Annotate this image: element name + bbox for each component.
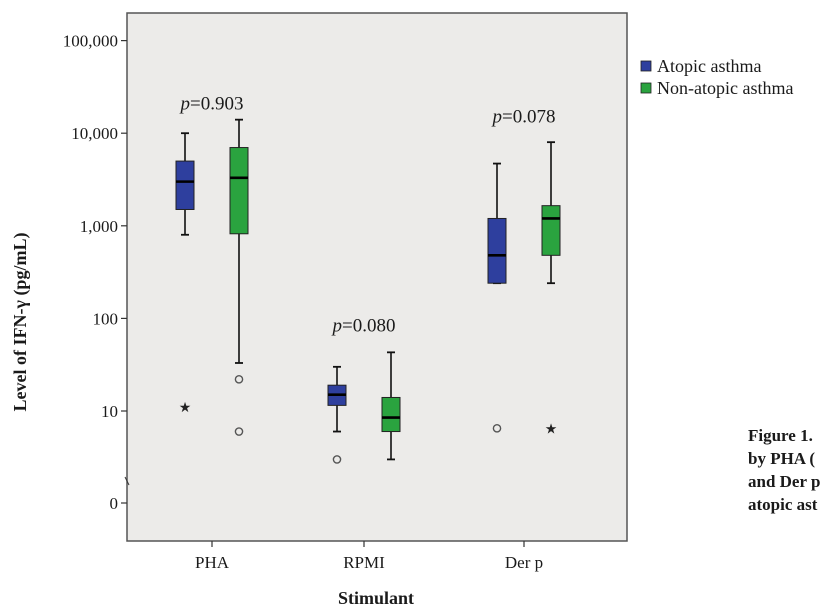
- x-axis-label: Stimulant: [338, 588, 414, 608]
- box-atopic-asthma-der-p: [487, 162, 507, 433]
- iqr-box: [229, 147, 249, 235]
- caption-line: and Der p: [748, 472, 821, 491]
- p-value-label: p=0.903: [179, 94, 244, 115]
- legend-label: Non-atopic asthma: [657, 78, 793, 98]
- legend-label: Atopic asthma: [657, 56, 761, 76]
- box-non-atopic-asthma-pha: [229, 118, 249, 436]
- iqr-box: [175, 160, 195, 210]
- y-tick-label: 10: [101, 402, 118, 421]
- x-tick-label: PHA: [195, 553, 230, 572]
- x-tick-label: RPMI: [343, 553, 385, 572]
- box-atopic-asthma-rpmi: [327, 365, 347, 464]
- legend-swatch: [640, 60, 652, 72]
- y-tick-label: 0: [110, 494, 119, 513]
- legend-swatch: [640, 82, 652, 94]
- box-non-atopic-asthma-der-p: ★: [541, 141, 561, 437]
- boxes: ★★: [175, 118, 561, 464]
- p-value-label: p=0.080: [331, 316, 396, 337]
- axis-break-mark: [124, 476, 130, 486]
- iqr-box: [487, 217, 507, 284]
- y-tick-label: 100,000: [63, 32, 118, 51]
- outlier-circle: [234, 374, 244, 384]
- y-axis: 0 10 100 1,000 10,000 100,000: [63, 32, 130, 513]
- box-atopic-asthma-pha: ★: [175, 132, 195, 416]
- caption-line: atopic ast: [748, 495, 818, 514]
- x-tick-label: Der p: [505, 553, 543, 572]
- x-axis: PHA RPMI Der p: [195, 541, 543, 572]
- y-tick-label: 1,000: [80, 217, 118, 236]
- p-value-label: p=0.078: [491, 107, 556, 128]
- caption-line: by PHA (: [748, 449, 816, 468]
- outlier-circle: [332, 455, 342, 464]
- y-tick-label: 10,000: [71, 124, 118, 143]
- iqr-box: [381, 396, 401, 433]
- y-axis-label: Level of IFN-γ (pg/mL): [10, 233, 31, 412]
- caption-line: Figure 1.: [748, 426, 813, 445]
- outlier-circle: [492, 424, 502, 433]
- p-value-annotations: p=0.903 p=0.080 p=0.078: [179, 94, 556, 337]
- outlier-circle: [234, 427, 244, 436]
- plot-area: [126, 12, 628, 542]
- y-tick-label: 100: [93, 309, 119, 328]
- outlier-star: ★: [179, 400, 192, 416]
- outlier-star: ★: [545, 421, 558, 437]
- iqr-box: [541, 205, 561, 256]
- figure-caption: Figure 1. by PHA ( and Der p atopic ast: [748, 424, 838, 516]
- box-non-atopic-asthma-rpmi: [381, 351, 401, 461]
